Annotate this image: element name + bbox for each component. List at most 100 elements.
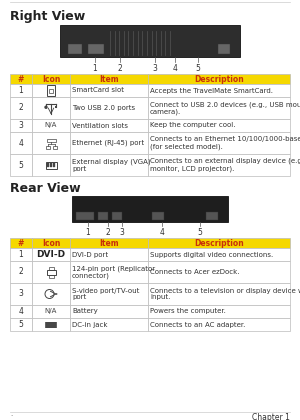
Text: 4: 4 — [172, 64, 177, 73]
Text: Description: Description — [194, 74, 244, 84]
Text: 4: 4 — [19, 307, 23, 316]
Bar — [76, 212, 94, 220]
Bar — [70, 305, 148, 318]
Text: Connects to an Ethernet 10/100/1000-based network
(for selected model).: Connects to an Ethernet 10/100/1000-base… — [150, 136, 300, 150]
Bar — [10, 261, 32, 283]
Bar — [70, 283, 148, 305]
Bar — [70, 97, 148, 119]
Bar — [32, 154, 70, 176]
Bar — [32, 132, 70, 154]
Text: Icon: Icon — [42, 239, 60, 247]
Text: Right View: Right View — [10, 10, 85, 23]
Bar — [70, 238, 148, 248]
Bar — [49, 275, 53, 278]
Text: 1: 1 — [93, 64, 98, 73]
Text: 4: 4 — [160, 228, 164, 237]
Text: Icon: Icon — [42, 74, 60, 84]
Bar — [10, 283, 32, 305]
Bar — [46, 162, 56, 168]
Text: Connects to a television or display device with S-video
input.: Connects to a television or display devi… — [150, 288, 300, 300]
Text: ·: · — [10, 413, 12, 419]
Text: 1: 1 — [85, 228, 90, 237]
Bar — [148, 74, 290, 84]
Bar — [70, 248, 148, 261]
Bar — [148, 84, 290, 97]
Text: DC-in jack: DC-in jack — [72, 321, 107, 328]
Text: N/A: N/A — [45, 123, 57, 129]
Text: #: # — [18, 74, 24, 84]
Text: Connects to Acer ezDock.: Connects to Acer ezDock. — [150, 269, 239, 275]
Circle shape — [45, 106, 47, 108]
Bar — [206, 212, 218, 220]
Bar — [148, 283, 290, 305]
Circle shape — [53, 165, 55, 167]
Text: Connect to USB 2.0 devices (e.g., USB mouse, USB
camera).: Connect to USB 2.0 devices (e.g., USB mo… — [150, 101, 300, 115]
Text: 2: 2 — [106, 228, 110, 237]
Text: Item: Item — [99, 74, 119, 84]
Bar — [46, 139, 56, 142]
Bar — [10, 84, 32, 97]
Bar — [47, 85, 55, 96]
Text: 5: 5 — [19, 160, 23, 170]
Text: 1: 1 — [19, 250, 23, 259]
Bar — [55, 106, 57, 108]
Text: Ventilation slots: Ventilation slots — [72, 123, 128, 129]
Text: DVI-D: DVI-D — [36, 250, 66, 259]
Bar — [148, 154, 290, 176]
Bar — [10, 132, 32, 154]
Bar — [32, 248, 70, 261]
Text: Battery: Battery — [72, 309, 98, 315]
Text: 2: 2 — [19, 103, 23, 113]
Text: Chapter 1: Chapter 1 — [252, 413, 290, 420]
Text: 4: 4 — [19, 139, 23, 147]
Bar — [10, 305, 32, 318]
Text: Supports digital video connections.: Supports digital video connections. — [150, 252, 273, 257]
Text: 3: 3 — [19, 289, 23, 299]
Bar — [10, 154, 32, 176]
Bar — [148, 132, 290, 154]
Bar — [46, 146, 50, 149]
Text: Powers the computer.: Powers the computer. — [150, 309, 226, 315]
Text: 124-pin port (Replicator
connector): 124-pin port (Replicator connector) — [72, 265, 155, 279]
Bar — [148, 97, 290, 119]
Text: Accepts the TravelMate SmartCard.: Accepts the TravelMate SmartCard. — [150, 87, 273, 94]
Text: Connects to an AC adapter.: Connects to an AC adapter. — [150, 321, 245, 328]
Bar — [70, 318, 148, 331]
Text: External display (VGA)
port: External display (VGA) port — [72, 158, 151, 172]
Text: Item: Item — [99, 239, 119, 247]
Bar — [32, 261, 70, 283]
Bar — [70, 261, 148, 283]
Text: SmartCard slot: SmartCard slot — [72, 87, 124, 94]
Text: Two USB 2.0 ports: Two USB 2.0 ports — [72, 105, 135, 111]
Bar — [10, 248, 32, 261]
Text: 2: 2 — [19, 268, 23, 276]
Bar — [60, 25, 240, 57]
Circle shape — [47, 165, 49, 167]
Bar — [32, 97, 70, 119]
Bar — [148, 318, 290, 331]
Text: 3: 3 — [19, 121, 23, 130]
Text: N/A: N/A — [45, 309, 57, 315]
Circle shape — [47, 163, 49, 165]
Bar — [218, 44, 230, 54]
Text: 2: 2 — [118, 64, 122, 73]
Bar — [98, 212, 108, 220]
Text: Description: Description — [194, 239, 244, 247]
Bar — [112, 212, 122, 220]
Bar — [70, 132, 148, 154]
Bar — [10, 119, 32, 132]
Bar — [70, 154, 148, 176]
Bar — [46, 270, 56, 275]
Bar — [152, 212, 164, 220]
Bar — [49, 267, 53, 270]
Bar — [10, 97, 32, 119]
Bar — [68, 44, 82, 54]
Bar — [32, 238, 70, 248]
Bar — [10, 318, 32, 331]
Circle shape — [50, 165, 52, 167]
Text: 1: 1 — [19, 86, 23, 95]
Circle shape — [50, 163, 52, 165]
Text: Rear View: Rear View — [10, 182, 81, 195]
Text: 3: 3 — [120, 228, 124, 237]
Bar — [10, 238, 32, 248]
